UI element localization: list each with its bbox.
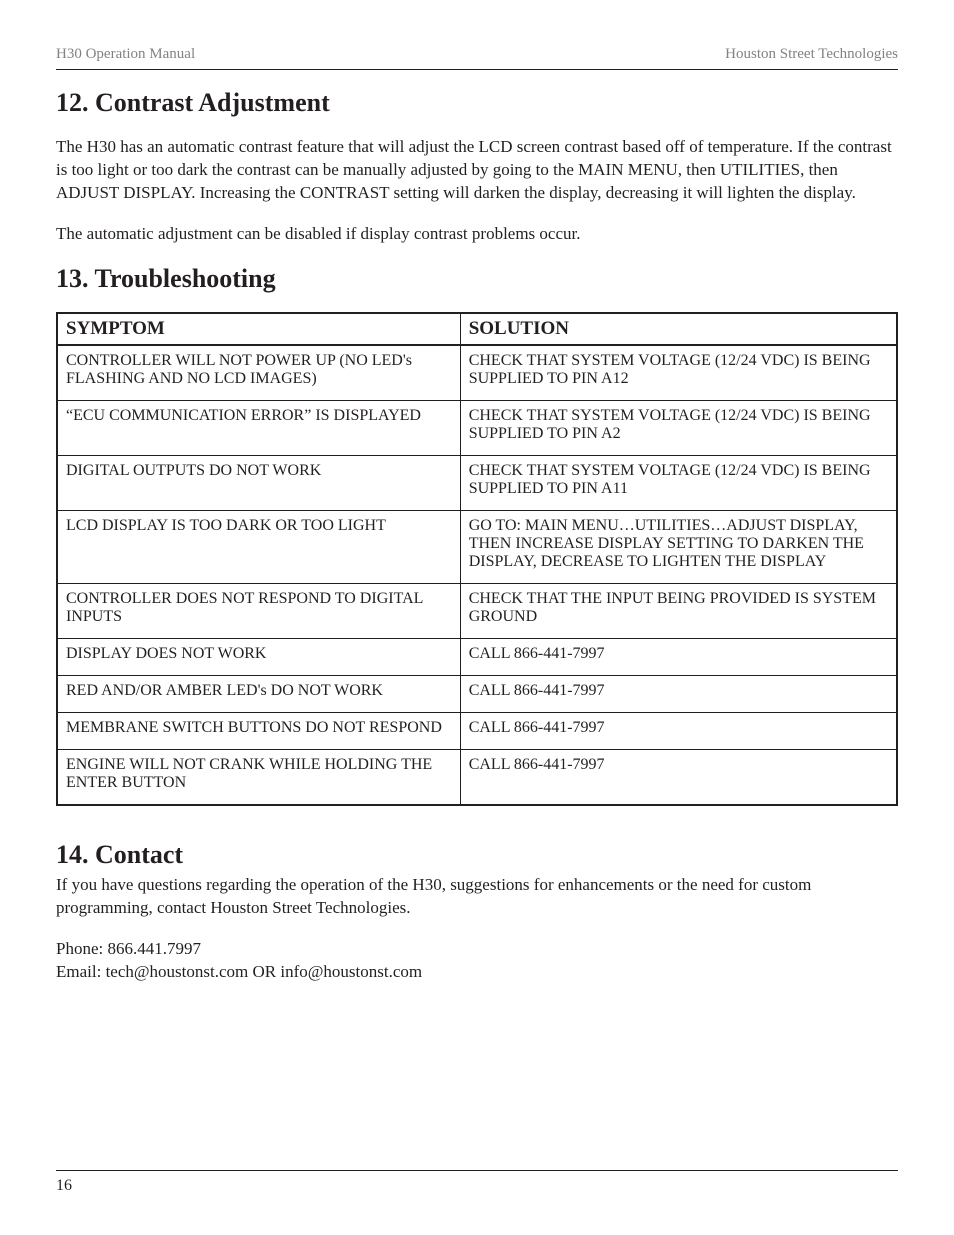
solution-cell: GO TO: MAIN MENU…UTILITIES…ADJUST DISPLA…	[460, 510, 897, 583]
symptom-cell: RED AND/OR AMBER LED's DO NOT WORK	[57, 675, 460, 712]
section-heading-troubleshooting: 13. Troubleshooting	[56, 264, 898, 294]
symptom-cell: CONTROLLER WILL NOT POWER UP (NO LED's F…	[57, 345, 460, 401]
solution-cell: CALL 866-441-7997	[460, 638, 897, 675]
section-heading-contact: 14. Contact	[56, 840, 898, 870]
solution-cell: CALL 866-441-7997	[460, 712, 897, 749]
contact-email: Email: tech@houstonst.com OR info@housto…	[56, 961, 898, 984]
table-row: MEMBRANE SWITCH BUTTONS DO NOT RESPOND C…	[57, 712, 897, 749]
table-row: DIGITAL OUTPUTS DO NOT WORK CHECK THAT S…	[57, 455, 897, 510]
symptom-cell: CONTROLLER DOES NOT RESPOND TO DIGITAL I…	[57, 583, 460, 638]
contact-phone: Phone: 866.441.7997	[56, 938, 898, 961]
contact-paragraph: If you have questions regarding the oper…	[56, 874, 898, 920]
solution-cell: CALL 866-441-7997	[460, 749, 897, 805]
column-header-symptom: SYMPTOM	[57, 313, 460, 345]
contrast-paragraph-2: The automatic adjustment can be disabled…	[56, 223, 898, 246]
symptom-cell: DIGITAL OUTPUTS DO NOT WORK	[57, 455, 460, 510]
section-heading-contrast: 12. Contrast Adjustment	[56, 88, 898, 118]
symptom-cell: MEMBRANE SWITCH BUTTONS DO NOT RESPOND	[57, 712, 460, 749]
header-right: Houston Street Technologies	[725, 46, 898, 63]
page-number: 16	[56, 1177, 72, 1194]
solution-cell: CHECK THAT SYSTEM VOLTAGE (12/24 VDC) IS…	[460, 400, 897, 455]
solution-cell: CHECK THAT SYSTEM VOLTAGE (12/24 VDC) IS…	[460, 345, 897, 401]
table-row: “ECU COMMUNICATION ERROR” IS DISPLAYED C…	[57, 400, 897, 455]
table-row: ENGINE WILL NOT CRANK WHILE HOLDING THE …	[57, 749, 897, 805]
header-left: H30 Operation Manual	[56, 46, 195, 63]
contact-details: Phone: 866.441.7997 Email: tech@houstons…	[56, 938, 898, 984]
symptom-cell: DISPLAY DOES NOT WORK	[57, 638, 460, 675]
contrast-paragraph-1: The H30 has an automatic contrast featur…	[56, 136, 898, 205]
symptom-cell: “ECU COMMUNICATION ERROR” IS DISPLAYED	[57, 400, 460, 455]
table-row: CONTROLLER DOES NOT RESPOND TO DIGITAL I…	[57, 583, 897, 638]
table-row: RED AND/OR AMBER LED's DO NOT WORK CALL …	[57, 675, 897, 712]
running-header: H30 Operation Manual Houston Street Tech…	[56, 46, 898, 70]
page-footer: 16	[56, 1170, 898, 1195]
table-row: LCD DISPLAY IS TOO DARK OR TOO LIGHT GO …	[57, 510, 897, 583]
page: H30 Operation Manual Houston Street Tech…	[0, 0, 954, 1235]
table-header-row: SYMPTOM SOLUTION	[57, 313, 897, 345]
table-row: DISPLAY DOES NOT WORK CALL 866-441-7997	[57, 638, 897, 675]
column-header-solution: SOLUTION	[460, 313, 897, 345]
symptom-cell: LCD DISPLAY IS TOO DARK OR TOO LIGHT	[57, 510, 460, 583]
solution-cell: CHECK THAT SYSTEM VOLTAGE (12/24 VDC) IS…	[460, 455, 897, 510]
symptom-cell: ENGINE WILL NOT CRANK WHILE HOLDING THE …	[57, 749, 460, 805]
solution-cell: CALL 866-441-7997	[460, 675, 897, 712]
solution-cell: CHECK THAT THE INPUT BEING PROVIDED IS S…	[460, 583, 897, 638]
troubleshooting-table: SYMPTOM SOLUTION CONTROLLER WILL NOT POW…	[56, 312, 898, 806]
table-row: CONTROLLER WILL NOT POWER UP (NO LED's F…	[57, 345, 897, 401]
